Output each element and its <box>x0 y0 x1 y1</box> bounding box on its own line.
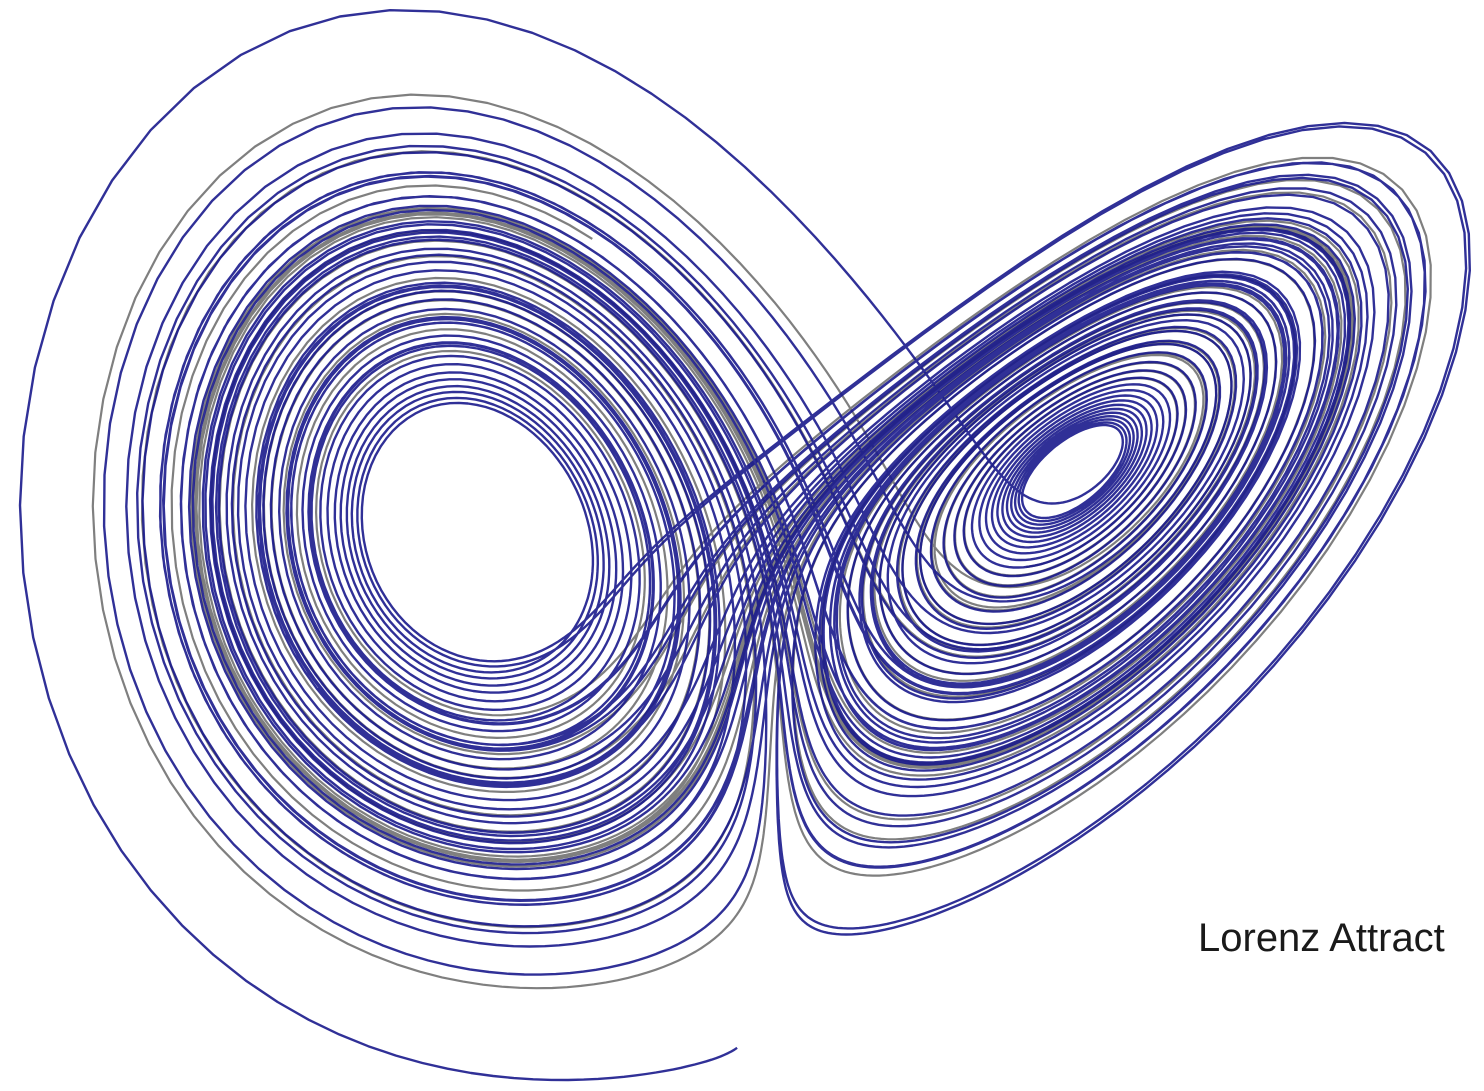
secondary-trajectory <box>91 93 1432 990</box>
primary-trajectory-line <box>18 9 1471 1082</box>
figure-caption: Lorenz Attract <box>1198 916 1445 960</box>
secondary-trajectory-line <box>91 93 1432 990</box>
primary-trajectory <box>18 9 1471 1082</box>
